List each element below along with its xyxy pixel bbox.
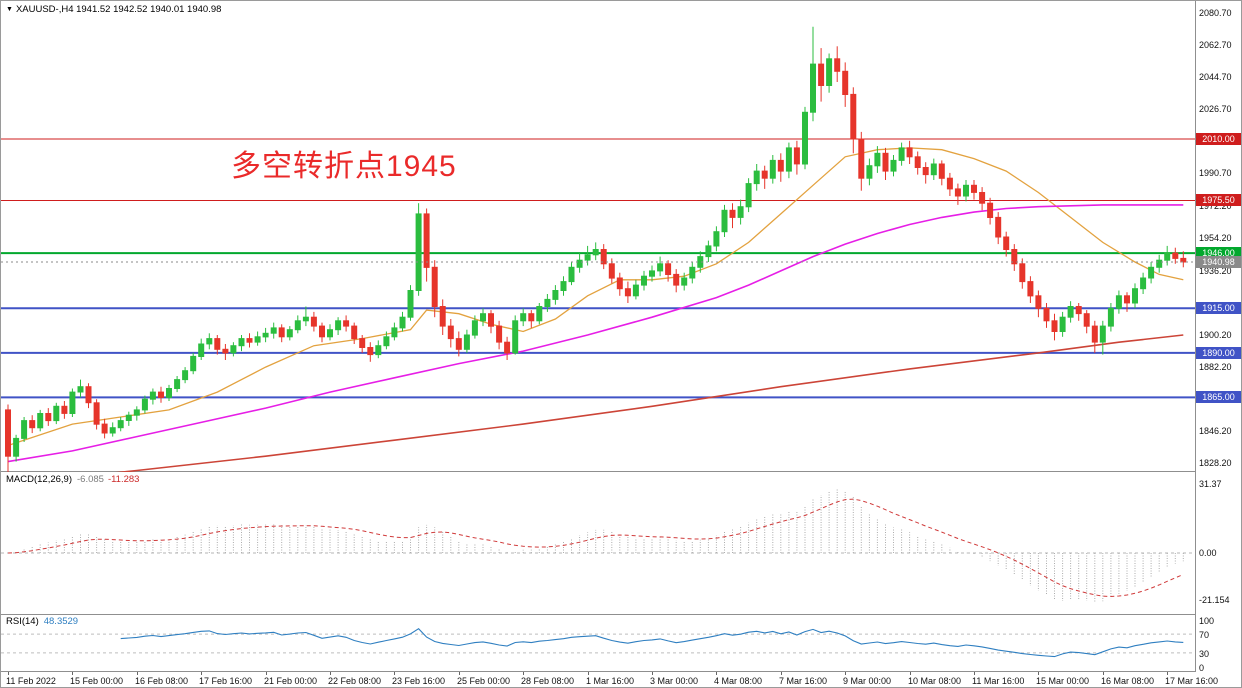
time-axis-label: 7 Mar 16:00 [779,676,828,686]
y-axis-label: 1990.70 [1199,168,1232,178]
y-axis-label: 1846.20 [1199,426,1232,436]
time-tick [459,672,460,675]
time-axis-label: 1 Mar 16:00 [586,676,635,686]
time-axis-label: 28 Feb 08:00 [521,676,575,686]
time-tick [781,672,782,675]
time-axis-label: 9 Mar 00:00 [843,676,892,686]
y-axis-label: 1882.20 [1199,362,1232,372]
rsi-panel: RSI(14) 48.3529 [1,615,1241,672]
macd-histogram [15,488,1184,603]
time-tick [330,672,331,675]
ma-mid-magenta [7,204,1184,463]
y-axis-label: 2062.70 [1199,40,1232,50]
time-axis-label: 17 Feb 16:00 [199,676,253,686]
time-axis-label: 10 Mar 08:00 [908,676,962,686]
annotation-text: 多空转折点1945 [231,150,457,183]
time-axis-label: 16 Feb 08:00 [135,676,189,686]
price-badge: 2010.00 [1196,133,1241,145]
y-axis-label: 1936.20 [1199,266,1232,276]
time-tick [8,672,9,675]
y-axis-label: 2044.70 [1199,72,1232,82]
y-axis-label: 1972.20 [1199,201,1232,211]
rsi-axis-label: 100 [1199,616,1215,626]
chart-dropdown-icon[interactable]: ▼ [6,6,13,13]
macd-panel: MACD(12,26,9) -6.085 -11.283 [1,472,1241,615]
y-axis-label: 2080.70 [1199,8,1232,18]
time-axis-label: 16 Mar 08:00 [1101,676,1155,686]
rsi-label: RSI(14) 48.3529 [6,616,78,627]
rsi-value: 48.3529 [43,616,79,627]
time-axis-label: 4 Mar 08:00 [714,676,763,686]
time-axis[interactable]: 11 Feb 2022 15 Feb 00:00 16 Feb 08:00 17 Fe… [1,672,1241,687]
ma-fast-orange [7,147,1184,447]
macd-signal-value: -11.283 [107,474,140,485]
macd-label: MACD(12,26,9) -6.085 -11.283 [6,474,139,485]
time-axis-label: 23 Feb 16:00 [392,676,446,686]
time-tick [845,672,846,675]
macd-signal-line [7,498,1184,598]
macd-name: MACD(12,26,9) [6,474,72,485]
ma-slow-red [115,334,1184,472]
time-tick [72,672,73,675]
rsi-axis-label: 30 [1199,649,1210,659]
time-axis-label: 25 Feb 00:00 [457,676,511,686]
price-badge: 1975.50 [1196,194,1241,206]
symbol-info-bar: ▼ XAUUSD-,H4 1941.52 1942.52 1940.01 1940… [6,4,221,15]
time-tick [1103,672,1104,675]
y-axis-label: 2026.70 [1199,104,1232,114]
price-badge: 1915.00 [1196,302,1241,314]
macd-axis-label: 31.37 [1199,479,1222,489]
candle-series [5,26,1187,472]
time-tick [910,672,911,675]
main-chart-canvas[interactable] [1,1,1197,472]
y-axis-label: 1954.20 [1199,233,1232,243]
rsi-line [120,627,1184,658]
time-axis-label: 15 Mar 00:00 [1036,676,1090,686]
y-axis-label: 1828.20 [1199,458,1232,468]
time-axis-label: 22 Feb 08:00 [328,676,382,686]
price-badge: 1940.98 [1196,256,1241,268]
time-tick [201,672,202,675]
time-tick [523,672,524,675]
rsi-name: RSI(14) [6,616,39,627]
time-tick [716,672,717,675]
macd-main-value: -6.085 [77,474,104,485]
macd-axis-label: 0.00 [1199,548,1217,558]
time-tick [974,672,975,675]
main-chart-panel: ▼ XAUUSD-,H4 1941.52 1942.52 1940.01 1940… [1,1,1241,472]
time-axis-label: 15 Feb 00:00 [70,676,124,686]
time-axis-label: 17 Mar 16:00 [1165,676,1219,686]
price-badge: 1890.00 [1196,347,1241,359]
time-tick [266,672,267,675]
macd-canvas[interactable] [1,472,1197,614]
rsi-axis-label: 70 [1199,630,1210,640]
rsi-axis-label: 0 [1199,663,1205,673]
price-axis[interactable]: 2080.70 2062.70 2044.70 2026.70 1990.70 1972.… [1195,1,1241,673]
time-tick [1038,672,1039,675]
time-tick [394,672,395,675]
time-tick [1167,672,1168,675]
y-axis-label: 1900.20 [1199,330,1232,340]
time-axis-label: 11 Mar 16:00 [972,676,1025,686]
time-axis-label: 3 Mar 00:00 [650,676,699,686]
time-tick [588,672,589,675]
time-axis-label: 21 Feb 00:00 [264,676,318,686]
rsi-canvas[interactable] [1,615,1197,671]
time-axis-label: 11 Feb 2022 [6,676,56,686]
symbol-ohlc-text: XAUUSD-,H4 1941.52 1942.52 1940.01 1940.… [15,4,222,15]
time-tick [137,672,138,675]
time-tick [652,672,653,675]
macd-axis-label: -21.154 [1199,595,1230,605]
price-badge: 1865.00 [1196,391,1241,403]
